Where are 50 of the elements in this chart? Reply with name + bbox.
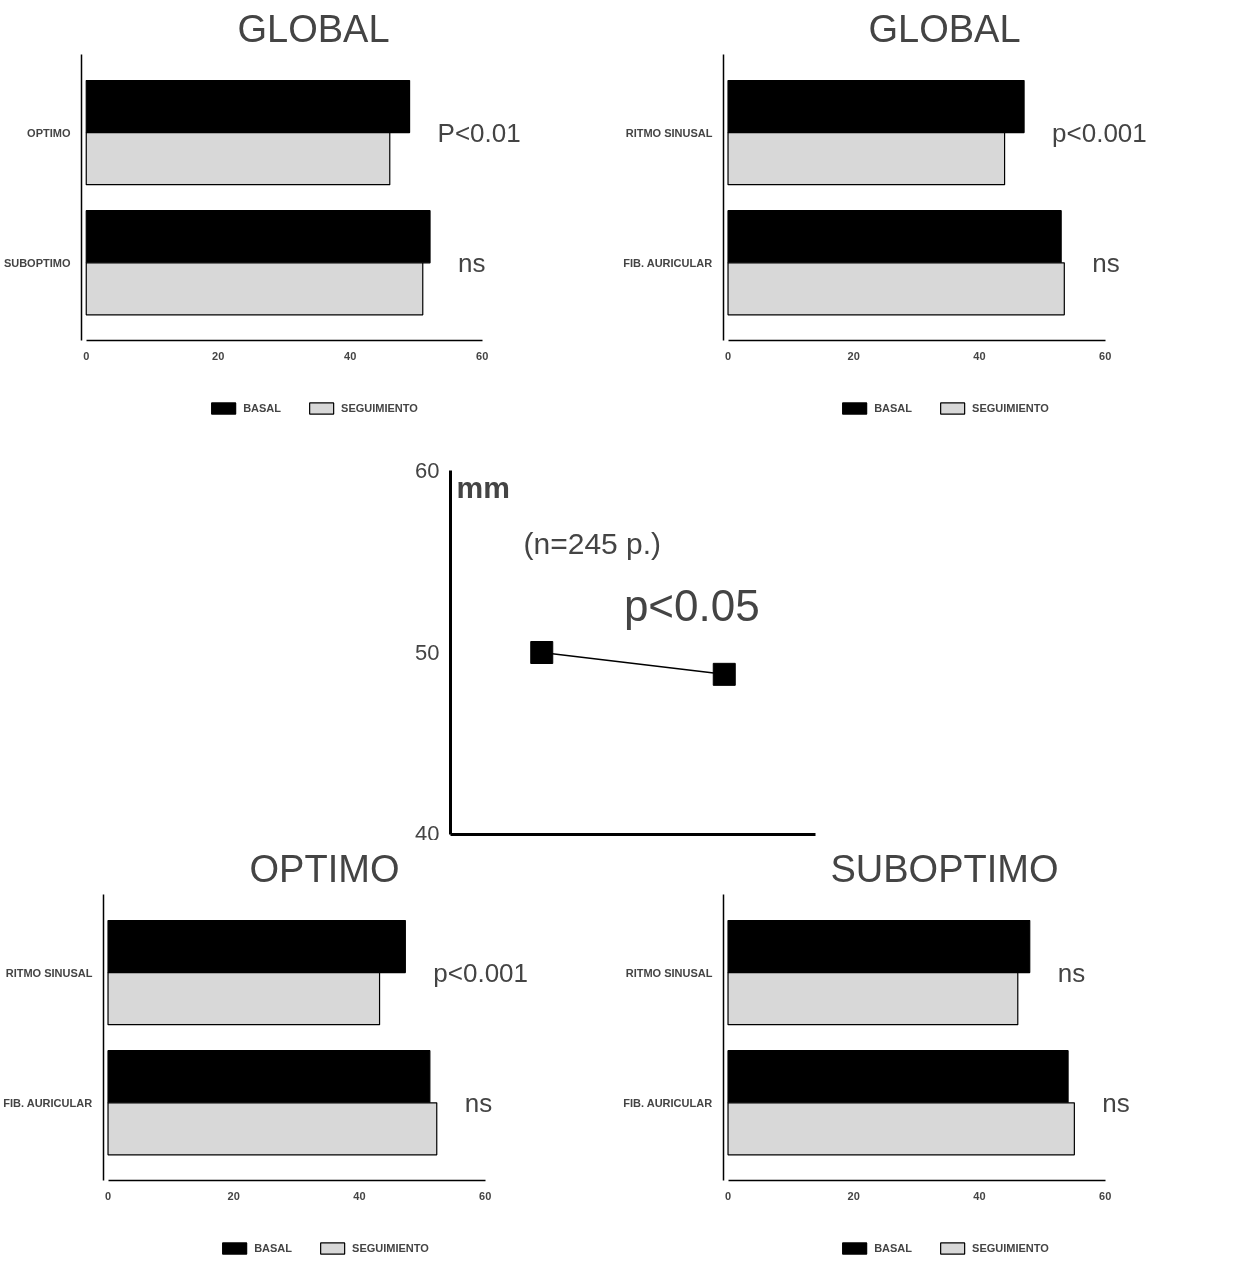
annotation: P<0.01 bbox=[437, 117, 521, 148]
y-tick-label: FIB. AURICULAR bbox=[623, 1096, 713, 1109]
chart-title: OPTIMO bbox=[249, 847, 400, 890]
y-tick-label: 50 bbox=[415, 640, 440, 665]
legend-label: SEGUIMIENTO bbox=[972, 1242, 1049, 1254]
x-tick-label: 20 bbox=[847, 1189, 860, 1202]
x-tick-label: 40 bbox=[973, 1189, 986, 1202]
x-tick-label: 0 bbox=[724, 1189, 732, 1202]
annotation: p<0.001 bbox=[1052, 117, 1147, 148]
legend-label: BASAL bbox=[874, 1242, 913, 1254]
y-tick-label: RITMO SINUSAL bbox=[5, 966, 93, 979]
x-tick-label: 20 bbox=[847, 349, 860, 362]
y-tick-label: FIB. AURICULAR bbox=[623, 256, 713, 269]
legend-label: SEGUIMIENTO bbox=[341, 402, 418, 414]
chart-title: GLOBAL bbox=[868, 7, 1021, 50]
x-tick-label: 60 bbox=[476, 349, 489, 362]
y-tick-label: SUBOPTIMO bbox=[3, 256, 71, 269]
x-tick-label: 40 bbox=[973, 349, 986, 362]
x-tick-label: 60 bbox=[1099, 349, 1112, 362]
legend-label: BASAL bbox=[874, 402, 913, 414]
x-tick-label: 40 bbox=[353, 1189, 366, 1202]
legend-label: SEGUIMIENTO bbox=[352, 1242, 429, 1254]
y-tick-label: RITMO SINUSAL bbox=[625, 126, 713, 139]
chart-title: GLOBAL bbox=[237, 7, 390, 50]
annotation: ns bbox=[1092, 247, 1120, 278]
chart-title: SUBOPTIMO bbox=[830, 847, 1059, 890]
annotation: ns bbox=[464, 1087, 493, 1118]
y-tick-label: 40 bbox=[415, 820, 440, 846]
annotation: ns bbox=[1102, 1087, 1130, 1118]
legend-label: BASAL bbox=[243, 402, 282, 414]
annotation: p<0.001 bbox=[433, 957, 529, 988]
annotation: ns bbox=[458, 247, 486, 278]
y-tick-label: 60 bbox=[415, 458, 440, 483]
x-tick-label: 40 bbox=[344, 349, 357, 362]
x-tick-label: 0 bbox=[83, 349, 90, 362]
x-tick-label: 0 bbox=[724, 349, 732, 362]
x-tick-label: 60 bbox=[479, 1189, 492, 1202]
x-tick-label: 20 bbox=[227, 1189, 240, 1202]
annotation: ns bbox=[1057, 957, 1086, 988]
y-axis-title: mm bbox=[456, 470, 510, 504]
legend-label: SEGUIMIENTO bbox=[972, 402, 1049, 414]
annotation: p<0.05 bbox=[623, 580, 760, 630]
annotation: (n=245 p.) bbox=[523, 526, 662, 560]
x-tick-label: 20 bbox=[212, 349, 225, 362]
y-tick-label: RITMO SINUSAL bbox=[625, 966, 713, 979]
y-tick-label: OPTIMO bbox=[27, 126, 71, 139]
x-tick-label: 60 bbox=[1099, 1189, 1112, 1202]
y-tick-label: FIB. AURICULAR bbox=[3, 1096, 93, 1109]
legend-label: BASAL bbox=[254, 1242, 293, 1254]
x-tick-label: 0 bbox=[104, 1189, 112, 1202]
